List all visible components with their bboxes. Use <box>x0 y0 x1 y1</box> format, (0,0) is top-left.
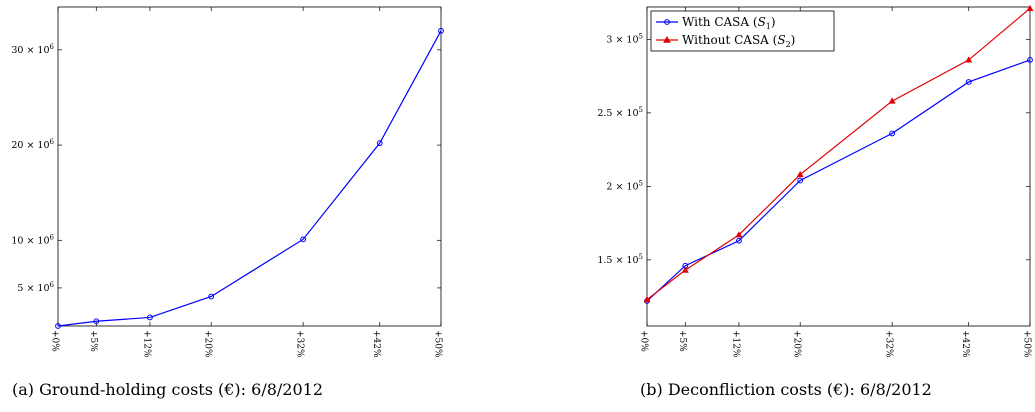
caption-ground-holding: (a) Ground-holding costs (€): 6/8/2012 <box>12 380 324 399</box>
y-tick-label: 2 × 105 <box>606 179 643 192</box>
data-point-1 <box>736 237 742 244</box>
x-tick-label: +42% <box>371 330 381 358</box>
series-line-1 <box>646 59 1031 302</box>
data-point-1 <box>797 177 804 184</box>
data-point-2 <box>796 170 804 178</box>
x-tick-label: +5% <box>677 330 687 352</box>
data-point-1 <box>376 140 383 147</box>
x-tick-label: +12% <box>141 330 151 358</box>
data-point-2 <box>643 295 651 303</box>
chart-ground-holding: +0% +5% +12% +20% +32% +42% +50% 5 × 106 10 × 10… <box>11 6 444 358</box>
x-tick-label: +50% <box>1022 330 1032 358</box>
y-tick-label: 5 × 106 <box>17 281 54 294</box>
x-tick-label: +0% <box>50 330 60 352</box>
y-tick-label: 1.5 × 105 <box>597 253 643 266</box>
data-point-1 <box>55 323 61 329</box>
data-point-1 <box>208 293 215 300</box>
chart-deconfliction: +0% +5% +12% +20% +32% +42% +50% 1.5 × 105 2 × 1… <box>597 4 1034 358</box>
x-tick-label: +20% <box>203 330 213 358</box>
legend-box <box>650 10 835 52</box>
data-point-2 <box>735 231 743 238</box>
series-line-2 <box>646 8 1031 301</box>
data-point-1 <box>889 130 896 137</box>
y-tick-label: 30 × 106 <box>11 43 54 56</box>
caption-deconfliction: (b) Deconfliction costs (€): 6/8/2012 <box>640 380 932 399</box>
data-point-1 <box>438 27 444 34</box>
x-tick-label: +50% <box>433 330 443 358</box>
x-tick-label: +12% <box>730 330 740 358</box>
data-point-1 <box>965 79 972 85</box>
legend-marker-2 <box>663 35 671 43</box>
data-point-2 <box>965 56 973 63</box>
x-tick-label: +20% <box>792 330 802 358</box>
legend-marker-1 <box>664 19 670 25</box>
x-tick-label: +0% <box>639 330 649 352</box>
data-point-1 <box>300 236 307 243</box>
x-tick-label: +32% <box>295 330 305 358</box>
legend-label-2: Without CASA (S2) <box>682 33 795 49</box>
y-tick-label: 2.5 × 105 <box>597 106 643 119</box>
x-tick-label: +42% <box>960 330 970 358</box>
data-point-1 <box>1027 57 1033 63</box>
x-tick-label: +32% <box>884 330 894 358</box>
data-point-2 <box>888 97 896 104</box>
data-point-1 <box>147 314 153 321</box>
legend-label-1: With CASA (S1) <box>682 15 776 31</box>
series-line-1 <box>57 30 442 327</box>
y-tick-label: 3 × 105 <box>606 32 643 45</box>
plot-frame <box>646 6 1031 327</box>
legend: With CASA (S1) Without CASA (S2) <box>650 10 835 52</box>
x-tick-label: +5% <box>88 330 98 352</box>
y-tick-label: 10 × 106 <box>11 233 54 246</box>
data-point-1 <box>93 318 100 325</box>
y-tick-label: 20 × 106 <box>11 138 54 151</box>
data-point-2 <box>681 266 689 273</box>
plot-frame <box>57 6 442 327</box>
data-point-2 <box>1026 4 1034 12</box>
